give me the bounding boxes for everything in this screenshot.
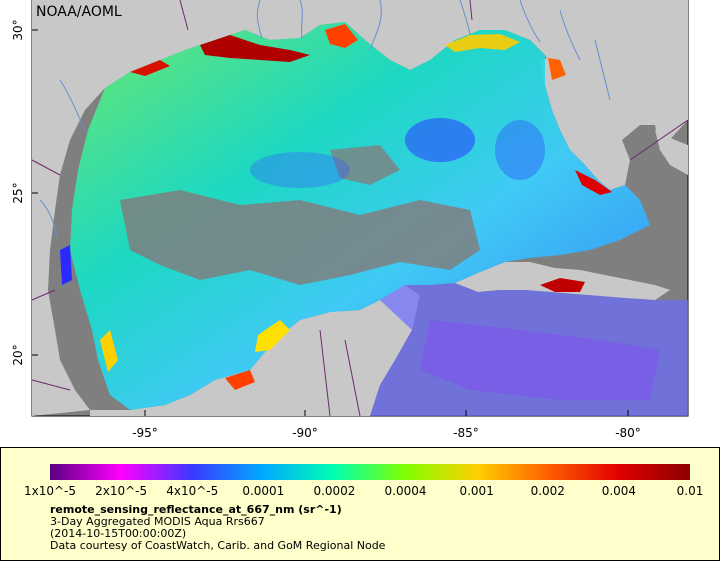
colorbar-tick-label: 1x10^-5 <box>23 484 77 498</box>
rivers <box>39 0 611 241</box>
lon-tick-90: -90° <box>292 426 318 440</box>
map-panel: 30° 25° 20° -95° -90° -85° -80° NOAA/AOM… <box>11 0 689 440</box>
lon-axis: -95° -90° -85° -80° <box>132 410 641 440</box>
colorbar <box>50 464 690 480</box>
land-north-america <box>32 0 688 416</box>
colorbar-tick-label: 0.01 <box>676 484 704 498</box>
reflectance-field <box>70 22 688 416</box>
colorbar-tick-label: 0.0004 <box>384 484 427 498</box>
lon-tick-85: -85° <box>453 426 479 440</box>
colorbar-tick-label: 2x10^-5 <box>95 484 148 498</box>
colorbar-tick-label: 0.0002 <box>313 484 356 498</box>
colorbar-tick-label: 0.0001 <box>242 484 285 498</box>
date-label: (2014-10-15T00:00:00Z) <box>50 527 187 540</box>
dataset-label: 3-Day Aggregated MODIS Aqua Rrs667 <box>50 515 265 528</box>
lon-tick-95: -95° <box>132 426 158 440</box>
colorbar-ticks: 1x10^-5 2x10^-5 4x10^-5 0.0001 0.0002 0.0004 0… <box>1 484 719 500</box>
lon-tick-80: -80° <box>615 426 641 440</box>
colorbar-tick-label: 0.004 <box>601 484 637 498</box>
variable-label: remote_sensing_reflectance_at_667_nm (sr… <box>50 503 342 516</box>
land-yucatan <box>90 285 420 416</box>
colorbar-tick-label: 0.001 <box>459 484 494 498</box>
map-plot: 30° 25° 20° -95° -90° -85° -80° <box>11 0 689 440</box>
colorbar-gradient <box>50 464 690 480</box>
colorbar-tick-label: 4x10^-5 <box>166 484 219 498</box>
courtesy-label: Data courtesy of CoastWatch, Carib. and … <box>50 539 386 552</box>
noaa-credit: NOAA/AOML <box>36 4 122 20</box>
lat-tick-25: 25° <box>11 182 25 203</box>
land-bahamas <box>655 130 688 175</box>
legend-panel: 1x10^-5 2x10^-5 4x10^-5 0.0001 0.0002 0.0004 0… <box>0 447 720 561</box>
political-borders <box>31 0 689 417</box>
legend-text: remote_sensing_reflectance_at_667_nm (sr… <box>50 504 385 552</box>
coastal-high-reflectance <box>60 24 612 390</box>
land-florida <box>540 55 630 190</box>
lat-axis: 30° 25° 20° <box>11 19 38 366</box>
lat-tick-20: 20° <box>11 344 25 365</box>
lat-tick-30: 30° <box>11 19 25 40</box>
colorbar-tick-label: 0.002 <box>530 484 565 498</box>
